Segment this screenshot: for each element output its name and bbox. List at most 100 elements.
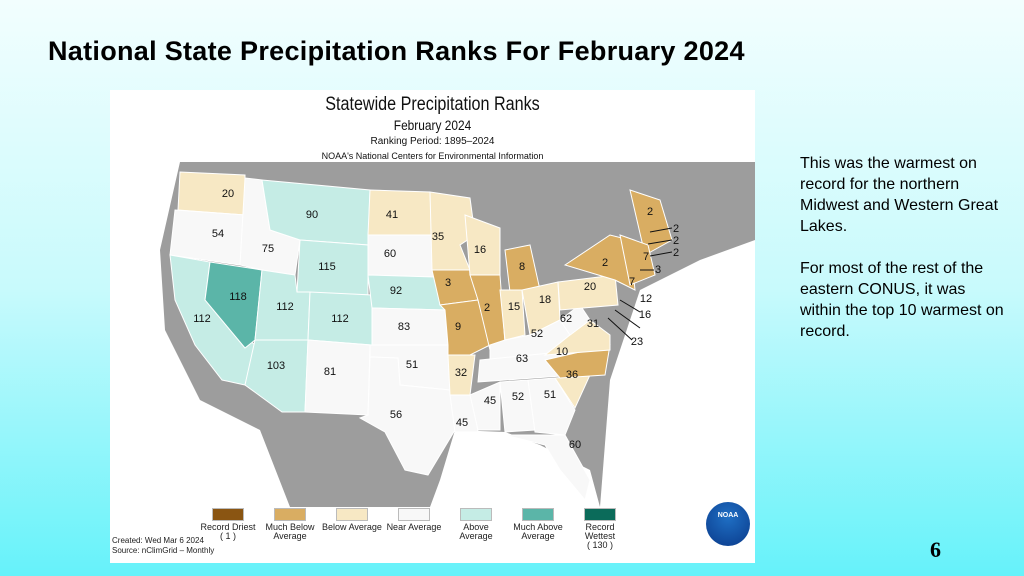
legend-label: Record Wettest — [584, 522, 616, 541]
rank-label-in: 15 — [508, 301, 520, 313]
ranking-period: Ranking Period: 1895–2024 — [370, 136, 495, 147]
legend-label: Record Driest — [200, 522, 256, 532]
leader-line — [647, 239, 673, 245]
rank-label-dc: 23 — [631, 336, 643, 348]
state-sd — [367, 234, 436, 278]
legend-swatch — [584, 508, 616, 521]
pacific-ocean — [110, 162, 290, 507]
rank-label-me: 2 — [647, 206, 653, 218]
rank-label-fl: 60 — [569, 439, 581, 451]
noaa-logo: NOAA — [706, 502, 750, 546]
rank-label-wv: 62 — [560, 313, 572, 325]
rank-label-pa: 20 — [584, 281, 596, 293]
note-1: This was the warmest on record for the n… — [800, 155, 999, 235]
leader-line — [607, 317, 633, 341]
rank-label-ms: 45 — [484, 395, 496, 407]
map-title: Statewide Precipitation Ranks — [325, 94, 540, 115]
legend-swatch — [460, 508, 492, 521]
page-number: 6 — [930, 537, 941, 562]
legend-label: Below Average — [322, 522, 382, 532]
rank-label-oh: 18 — [539, 294, 551, 306]
state-nv — [204, 261, 263, 349]
rank-label-tx: 56 — [390, 409, 402, 421]
state-wv — [559, 304, 591, 336]
legend-item-much-above: Much Above Average — [508, 508, 568, 541]
state-la — [449, 394, 479, 433]
state-nm — [304, 339, 371, 416]
rank-label-ia: 3 — [445, 277, 451, 289]
leader-line — [614, 309, 641, 329]
leader-line — [649, 227, 673, 233]
rank-label-ar: 32 — [455, 367, 467, 379]
state-wa — [177, 171, 246, 216]
rank-label-nj: 7 — [643, 251, 649, 263]
rank-label-mt: 90 — [306, 209, 318, 221]
rank-label-or: 54 — [212, 228, 224, 240]
rank-label-ne: 92 — [390, 285, 402, 297]
legend-label: Near Average — [386, 522, 442, 532]
rank-label-wy: 115 — [318, 261, 336, 273]
state-nd — [367, 189, 433, 236]
rank-label-vt: 2 — [673, 235, 679, 247]
state-in — [499, 289, 526, 341]
rank-label-nd: 41 — [386, 209, 398, 221]
state-ms — [469, 381, 501, 431]
legend-item-below: Below Average — [322, 508, 382, 532]
state-az — [244, 339, 309, 413]
rank-label-ut: 112 — [276, 301, 294, 313]
rank-label-nc: 10 — [556, 346, 568, 358]
rank-label-ks: 83 — [398, 321, 410, 333]
state-ga — [527, 377, 576, 436]
rank-label-tn: 63 — [516, 353, 528, 365]
created-date: Created: Wed Mar 6 2024 — [112, 536, 204, 545]
rank-label-id: 75 — [262, 243, 274, 255]
rank-label-nm: 81 — [324, 366, 336, 378]
legend-swatch — [522, 508, 554, 521]
state-ne_states — [619, 234, 656, 286]
rank-label-de: 12 — [640, 293, 652, 305]
state-tx — [358, 356, 456, 476]
legend-rank: ( 130 ) — [586, 540, 613, 550]
data-source: Source: nClimGrid – Monthly — [112, 546, 215, 555]
rank-label-ga: 51 — [544, 389, 556, 401]
leader-line — [619, 299, 641, 313]
legend-swatch — [274, 508, 306, 521]
legend-label: Much Above Average — [513, 522, 563, 541]
state-va — [543, 319, 611, 356]
note-2: For most of the rest of the eastern CONU… — [800, 260, 1004, 340]
rank-label-il: 2 — [484, 302, 490, 314]
map-subtitle: February 2024 — [393, 117, 472, 133]
rank-label-co: 112 — [331, 313, 349, 325]
legend-label: Above Average — [459, 522, 493, 541]
rank-label-al: 52 — [512, 391, 524, 403]
rank-label-wa: 20 — [222, 188, 234, 200]
state-ne — [367, 274, 446, 311]
state-pa — [557, 274, 619, 311]
rank-label-ky: 52 — [531, 328, 543, 340]
gulf-ocean — [430, 430, 600, 507]
legend-label: Much Below Average — [265, 522, 315, 541]
slide-title: National State Precipitation Ranks For F… — [48, 36, 745, 66]
rank-label-mi: 8 — [519, 261, 525, 273]
rank-label-va: 31 — [587, 318, 599, 330]
rank-label-ma: 2 — [673, 247, 679, 259]
legend-swatch — [398, 508, 430, 521]
legend-item-record-wettest: Record Wettest( 130 ) — [570, 508, 630, 550]
slide-notes: This was the warmest on record for the n… — [800, 153, 1010, 363]
leader-line — [649, 251, 673, 257]
precipitation-map-panel: Statewide Precipitation Ranks February 2… — [110, 90, 755, 563]
rank-label-sd: 60 — [384, 248, 396, 260]
legend-rank: ( 1 ) — [219, 531, 236, 541]
legend-swatch — [336, 508, 368, 521]
map-org: NOAA's National Centers for Environmenta… — [321, 151, 544, 161]
rank-label-md: 16 — [639, 309, 651, 321]
rank-label-sc: 36 — [566, 369, 578, 381]
state-fl — [504, 434, 591, 502]
rank-label-nv: 118 — [229, 291, 247, 303]
legend-swatch — [212, 508, 244, 521]
rank-label-la: 45 — [456, 417, 468, 429]
rank-label-ok: 51 — [406, 359, 418, 371]
legend-item-above: Above Average — [446, 508, 506, 541]
rank-label-az: 103 — [267, 360, 285, 372]
